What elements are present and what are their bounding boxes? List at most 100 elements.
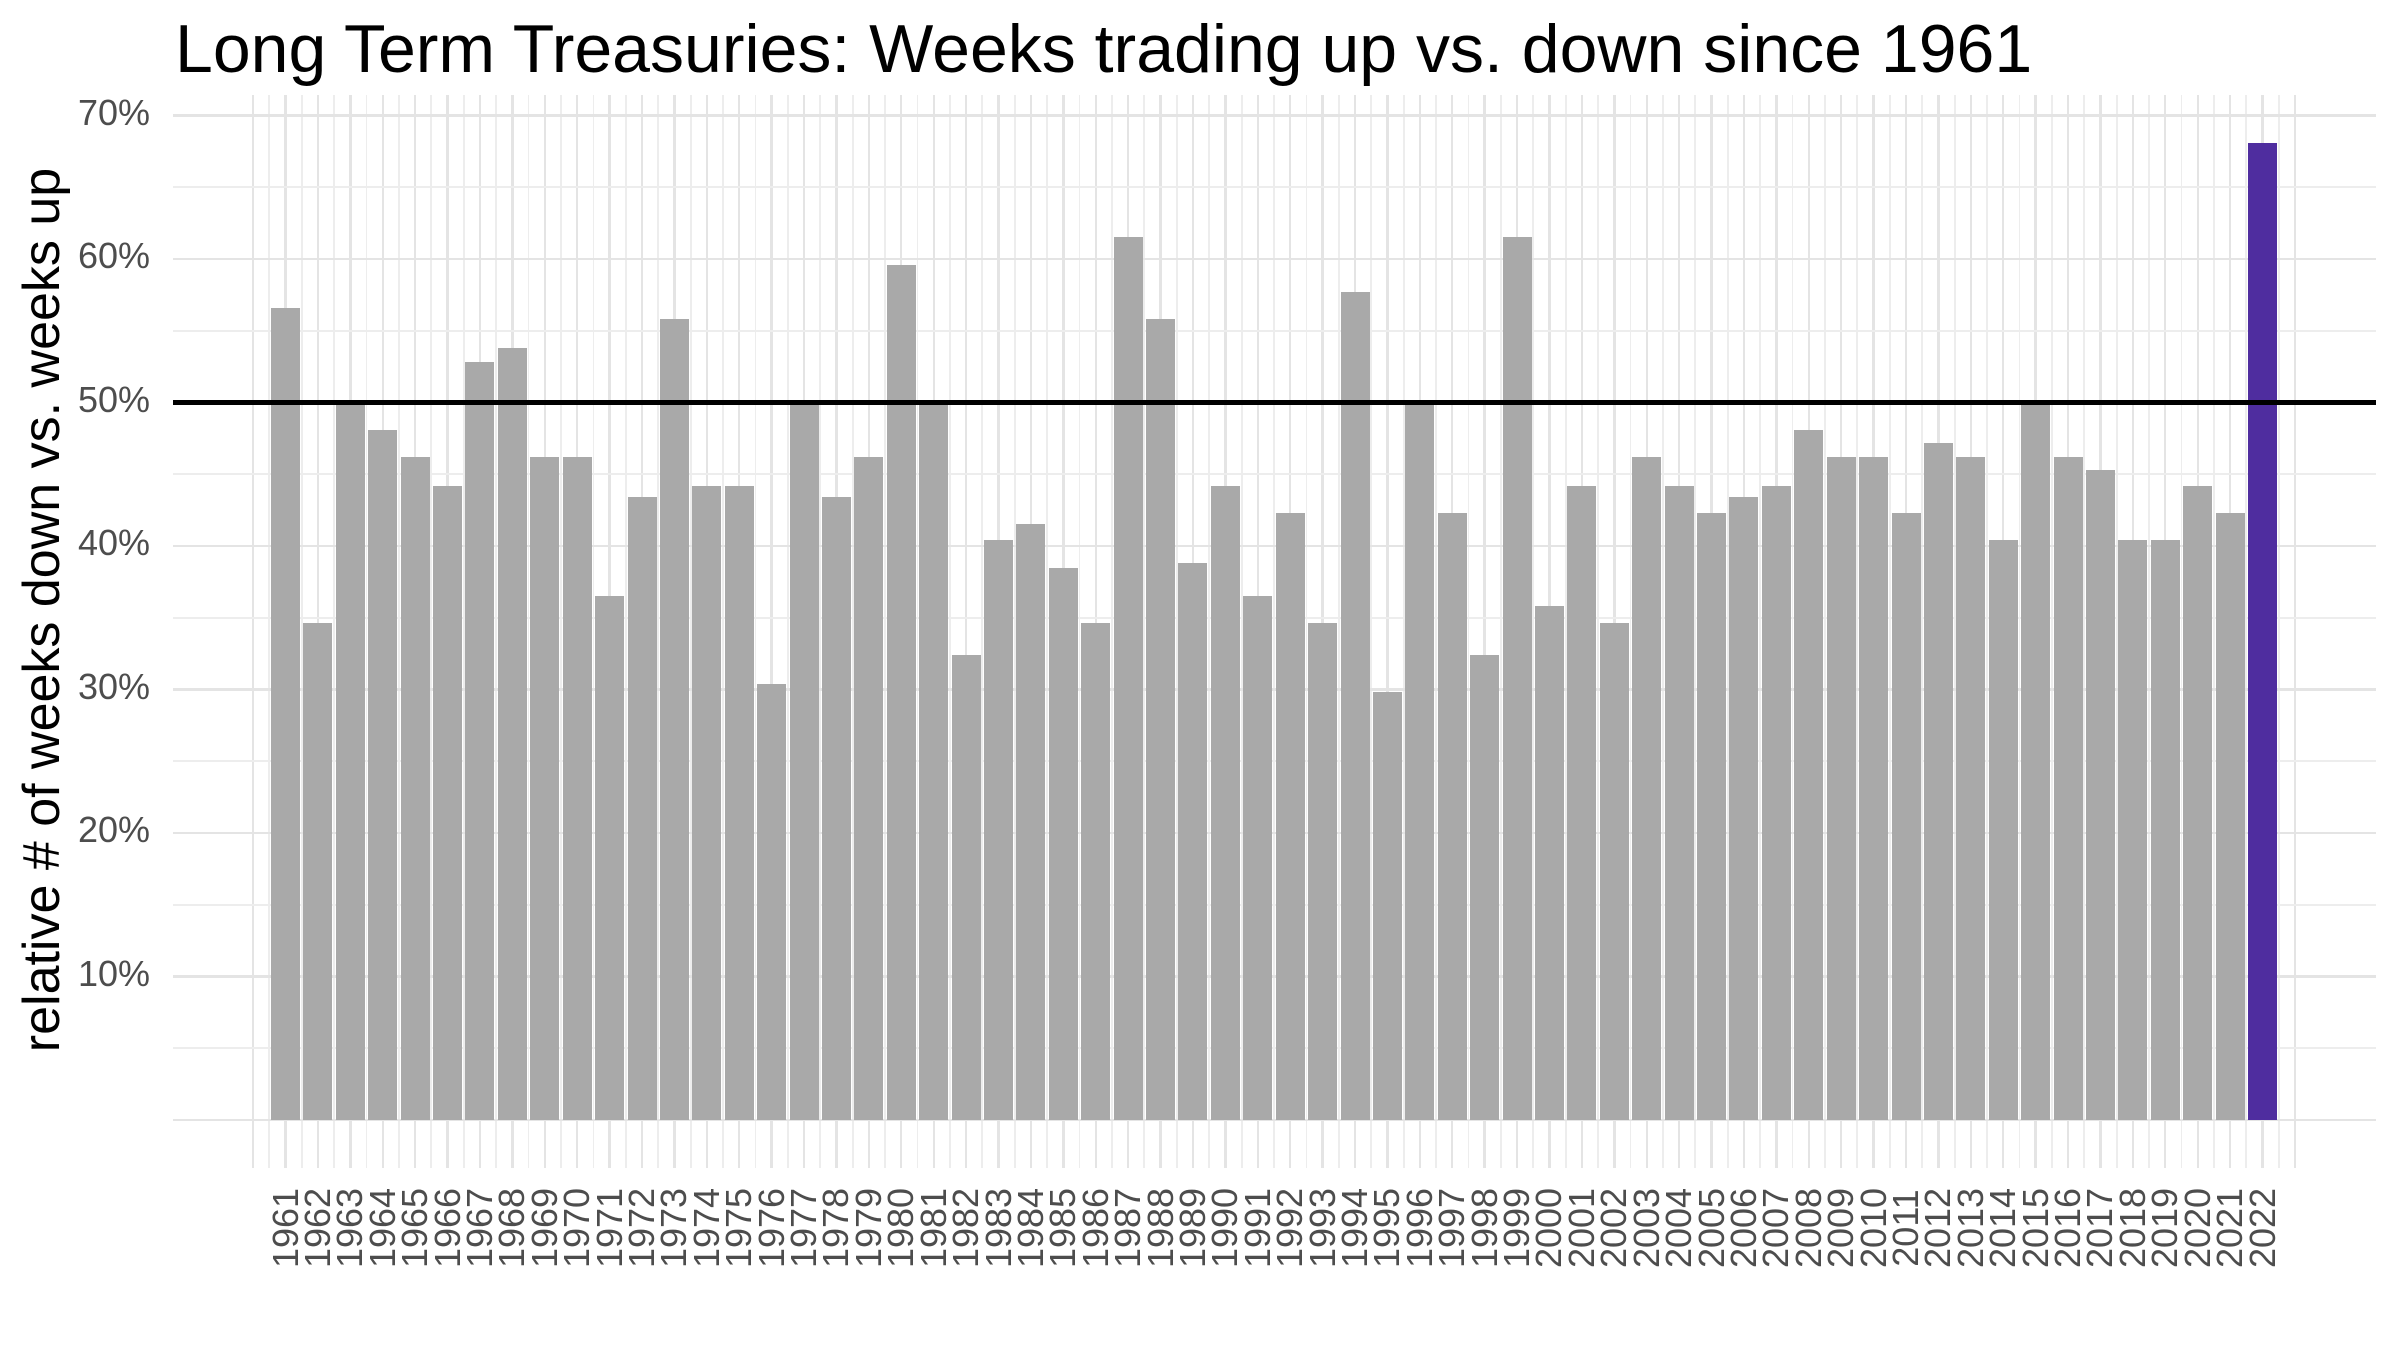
vertical-gridline-minor [1921, 95, 1924, 1168]
horizontal-gridline-minor [173, 329, 2376, 332]
horizontal-gridline-minor [173, 186, 2376, 189]
bar-1978 [821, 497, 851, 1120]
bar-2021 [2215, 512, 2245, 1120]
vertical-gridline-minor [1467, 95, 1470, 1168]
bar-2009 [1826, 457, 1856, 1120]
horizontal-gridline-minor [173, 760, 2376, 763]
vertical-gridline-minor [1208, 95, 1211, 1168]
horizontal-gridline-major [173, 544, 2376, 548]
vertical-gridline-minor [981, 95, 984, 1168]
vertical-gridline-minor [2018, 95, 2021, 1168]
bar-1987 [1113, 237, 1143, 1120]
fifty-percent-reference-line [173, 400, 2376, 405]
vertical-gridline-minor [1240, 95, 1243, 1168]
bar-1994 [1340, 292, 1370, 1120]
vertical-gridline-minor [786, 95, 789, 1168]
bar-2011 [1891, 512, 1921, 1120]
bar-1985 [1048, 567, 1078, 1120]
bar-1999 [1502, 237, 1532, 1120]
vertical-gridline-minor [624, 95, 627, 1168]
vertical-gridline-minor [1143, 95, 1146, 1168]
vertical-gridline-minor [1986, 95, 1988, 1168]
vertical-gridline-minor [1435, 95, 1437, 1168]
vertical-gridline-minor [1824, 95, 1826, 1168]
bar-2012 [1923, 442, 1953, 1120]
horizontal-gridline-major [173, 975, 2376, 978]
bar-2017 [2085, 469, 2115, 1120]
horizontal-gridline-minor [173, 616, 2376, 619]
bar-1989 [1178, 563, 1208, 1120]
bar-1971 [595, 596, 625, 1120]
vertical-gridline-minor [462, 95, 465, 1168]
plot-panel [173, 95, 2376, 1168]
vertical-gridline-minor [1629, 95, 1632, 1168]
vertical-gridline-minor [2245, 95, 2248, 1168]
vertical-gridline-minor [916, 95, 919, 1168]
bar-2013 [1956, 457, 1986, 1120]
y-tick-label-10: 10% [77, 952, 150, 994]
vertical-gridline-minor [1402, 95, 1405, 1168]
vertical-gridline-minor [1046, 95, 1049, 1168]
bar-2014 [1988, 540, 2018, 1120]
vertical-gridline-minor [365, 95, 368, 1168]
bar-1975 [724, 485, 754, 1120]
vertical-gridline-minor [495, 95, 498, 1168]
vertical-gridline-minor [1013, 95, 1016, 1168]
bar-1997 [1437, 512, 1467, 1120]
y-tick-label-20: 20% [77, 809, 150, 850]
y-axis-title: relative # of weeks down vs. weeks up [13, 167, 71, 1053]
vertical-gridline-minor [1078, 95, 1081, 1168]
vertical-gridline-major [1483, 95, 1486, 1168]
bar-1992 [1275, 512, 1305, 1120]
vertical-gridline-minor [527, 95, 530, 1168]
bar-2005 [1697, 512, 1727, 1120]
bar-2008 [1794, 429, 1824, 1120]
vertical-gridline-minor [1694, 95, 1697, 1168]
vertical-gridline-minor [300, 95, 303, 1168]
bar-2018 [2118, 540, 2148, 1120]
vertical-gridline-minor [1953, 95, 1956, 1168]
horizontal-gridline-minor [173, 903, 2376, 906]
vertical-gridline-minor [592, 95, 595, 1168]
vertical-gridline-minor [1370, 95, 1373, 1168]
vertical-gridline-minor [1597, 95, 1599, 1168]
bar-1970 [562, 457, 592, 1120]
bar-1974 [692, 485, 722, 1120]
horizontal-gridline-minor [173, 1047, 2376, 1050]
vertical-gridline-minor [1532, 95, 1535, 1168]
y-tick-label-60: 60% [77, 235, 150, 276]
vertical-gridline-minor [1726, 95, 1729, 1168]
vertical-gridline-major [2293, 95, 2297, 1168]
vertical-gridline-minor [1499, 95, 1502, 1168]
vertical-gridline-minor [689, 95, 692, 1168]
bar-2007 [1761, 485, 1791, 1120]
vertical-gridline-minor [2148, 95, 2150, 1168]
vertical-gridline-major [770, 95, 773, 1168]
vertical-gridline-minor [657, 95, 660, 1168]
horizontal-gridline-major [173, 831, 2376, 835]
bar-1980 [886, 264, 916, 1120]
bar-1982 [951, 655, 981, 1120]
vertical-gridline-minor [819, 95, 822, 1168]
bar-2003 [1632, 457, 1662, 1120]
vertical-gridline-minor [2213, 95, 2215, 1168]
bar-1962 [303, 623, 333, 1120]
y-tick-label-40: 40% [77, 522, 150, 563]
horizontal-gridline-major [173, 114, 2376, 117]
vertical-gridline-minor [851, 95, 854, 1168]
vertical-gridline-minor [884, 95, 886, 1168]
vertical-gridline-minor [2050, 95, 2053, 1168]
bar-1963 [335, 402, 365, 1120]
vertical-gridline-minor [333, 95, 336, 1168]
vertical-gridline-minor [1856, 95, 1859, 1168]
vertical-gridline-minor [1111, 95, 1113, 1168]
vertical-gridline-minor [1337, 95, 1340, 1168]
bar-1990 [1210, 485, 1240, 1120]
vertical-gridline-minor [1175, 95, 1178, 1168]
horizontal-gridline-minor [173, 473, 2376, 476]
bar-1995 [1372, 692, 1402, 1120]
vertical-gridline-minor [430, 95, 433, 1168]
vertical-gridline-major [1386, 95, 1389, 1168]
vertical-gridline-minor [2083, 95, 2086, 1168]
